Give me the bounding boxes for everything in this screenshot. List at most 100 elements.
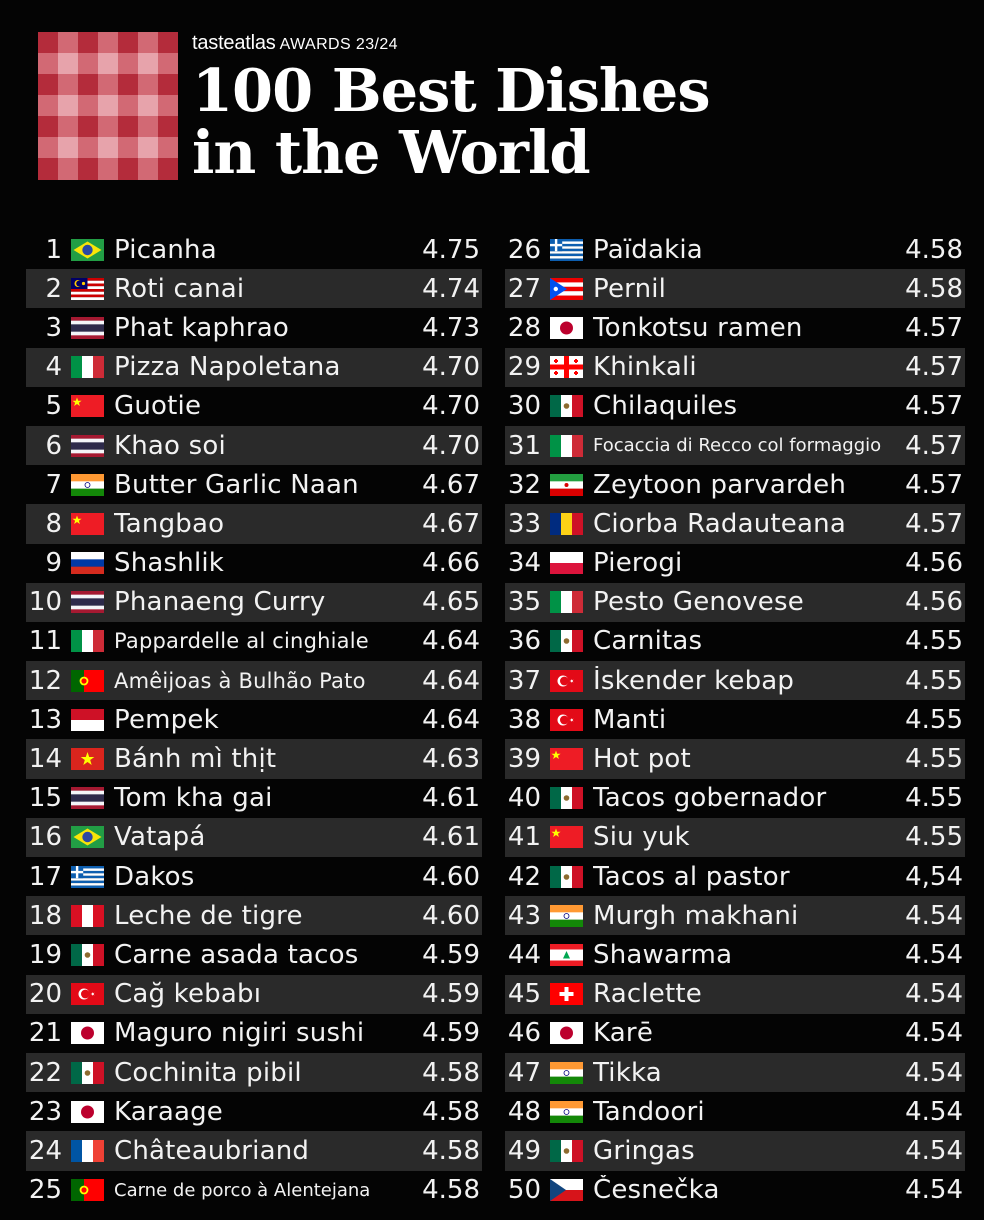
dish-name: Ciorba Radauteana: [593, 508, 846, 539]
table-row: 6 Khao soi 4.70: [26, 425, 482, 466]
dish-rating: 4.55: [905, 822, 963, 853]
dish-rating: 4.60: [422, 900, 480, 931]
dish-rating: 4.61: [422, 822, 480, 853]
table-row: 49 Gringas 4.54: [505, 1131, 965, 1171]
lebanon-flag-icon: [550, 943, 583, 966]
dish-rating: 4.58: [422, 1135, 480, 1166]
mexico-flag-icon: [550, 865, 583, 888]
table-row: 47 Tikka 4.54: [505, 1052, 965, 1093]
title-line-1: 100 Best Dishes: [192, 56, 711, 125]
rank-number: 2: [45, 273, 62, 304]
china-flag-icon: [550, 826, 583, 849]
table-row: 39 Hot pot 4.55: [505, 739, 965, 779]
dish-rating: 4.58: [422, 1175, 480, 1206]
romania-flag-icon: [550, 512, 583, 535]
dish-name: Picanha: [114, 234, 217, 265]
rank-number: 14: [28, 744, 62, 775]
dish-rating: 4.54: [905, 1018, 963, 1049]
dish-name: Khinkali: [593, 352, 697, 383]
dish-rating: 4.54: [905, 1057, 963, 1088]
greece-flag-icon: [550, 238, 583, 261]
dish-name: Roti canai: [114, 273, 245, 304]
rank-number: 45: [507, 979, 541, 1010]
dish-name: Cağ kebabı: [114, 979, 262, 1010]
thailand-flag-icon: [71, 591, 104, 614]
dish-rating: 4.58: [905, 273, 963, 304]
table-row: 43 Murgh makhani 4.54: [505, 896, 965, 936]
switzerland-flag-icon: [550, 983, 583, 1006]
peru-flag-icon: [71, 904, 104, 927]
dish-name: Pappardelle al cinghiale: [114, 629, 369, 654]
rank-number: 22: [28, 1057, 62, 1088]
dish-rating: 4.54: [905, 939, 963, 970]
table-row: 1 Picanha 4.75: [26, 230, 482, 269]
thailand-flag-icon: [71, 787, 104, 810]
dish-name: Pesto Genovese: [593, 587, 804, 618]
rank-number: 35: [507, 587, 541, 618]
dish-name: Shawarma: [593, 939, 733, 970]
rank-number: 48: [507, 1096, 541, 1127]
rank-number: 20: [28, 979, 62, 1010]
dish-name: Maguro nigiri sushi: [114, 1018, 365, 1049]
dish-name: Phat kaphrao: [114, 312, 289, 343]
table-row: 11 Pappardelle al cinghiale 4.64: [26, 622, 482, 661]
rank-number: 31: [507, 430, 541, 461]
dish-rating: 4.58: [422, 1057, 480, 1088]
rank-number: 24: [28, 1135, 62, 1166]
italy-flag-icon: [550, 434, 583, 457]
rank-number: 13: [28, 704, 62, 735]
dish-rating: 4.55: [905, 704, 963, 735]
rank-number: 29: [507, 352, 541, 383]
table-row: 16 Vatapá 4.61: [26, 817, 482, 857]
dish-rating: 4.73: [422, 312, 480, 343]
rank-number: 41: [507, 822, 541, 853]
brazil-flag-icon: [71, 238, 104, 261]
rank-number: 39: [507, 744, 541, 775]
dish-name: Murgh makhani: [593, 900, 799, 931]
dish-name: Pierogi: [593, 548, 683, 579]
table-row: 28 Tonkotsu ramen 4.57: [505, 308, 965, 347]
rank-number: 19: [28, 939, 62, 970]
table-row: 46 Karē 4.54: [505, 1014, 965, 1053]
mexico-flag-icon: [71, 1061, 104, 1084]
title-line-2: in the World: [192, 118, 591, 187]
ranking-list-right: 26 Païdakia 4.58 27 Pernil 4.58 28 Tonkotsu ram…: [505, 230, 965, 1210]
japan-flag-icon: [71, 1022, 104, 1045]
japan-flag-icon: [71, 1100, 104, 1123]
awards-label: AWARDS 23/24: [279, 36, 398, 53]
dish-name: Siu yuk: [593, 822, 690, 853]
dish-rating: 4,54: [905, 861, 963, 892]
brazil-flag-icon: [71, 826, 104, 849]
japan-flag-icon: [550, 316, 583, 339]
rank-number: 12: [28, 665, 62, 696]
malaysia-flag-icon: [71, 277, 104, 300]
india-flag-icon: [550, 1100, 583, 1123]
rank-number: 8: [45, 508, 62, 539]
poland-flag-icon: [550, 552, 583, 575]
rank-number: 15: [28, 783, 62, 814]
rank-number: 7: [45, 469, 62, 500]
portugal-flag-icon: [71, 669, 104, 692]
table-row: 7 Butter Garlic Naan 4.67: [26, 465, 482, 504]
dish-name: Pernil: [593, 273, 667, 304]
table-row: 17 Dakos 4.60: [26, 857, 482, 896]
dish-rating: 4.54: [905, 900, 963, 931]
rank-number: 4: [45, 352, 62, 383]
rank-number: 3: [45, 312, 62, 343]
table-row: 42 Tacos al pastor 4,54: [505, 857, 965, 896]
dish-name: Dakos: [114, 861, 195, 892]
dish-name: Cochinita pibil: [114, 1057, 302, 1088]
dish-name: Leche de tigre: [114, 900, 303, 931]
tablecloth-logo: [38, 32, 178, 180]
table-row: 10 Phanaeng Curry 4.65: [26, 582, 482, 622]
table-row: 9 Shashlik 4.66: [26, 544, 482, 583]
table-row: 13 Pempek 4.64: [26, 700, 482, 739]
rank-number: 42: [507, 861, 541, 892]
rank-number: 43: [507, 900, 541, 931]
dish-rating: 4.57: [905, 508, 963, 539]
russia-flag-icon: [71, 552, 104, 575]
dish-name: Tom kha gai: [114, 783, 273, 814]
dish-name: Gringas: [593, 1135, 695, 1166]
india-flag-icon: [550, 904, 583, 927]
dish-rating: 4.64: [422, 626, 480, 657]
